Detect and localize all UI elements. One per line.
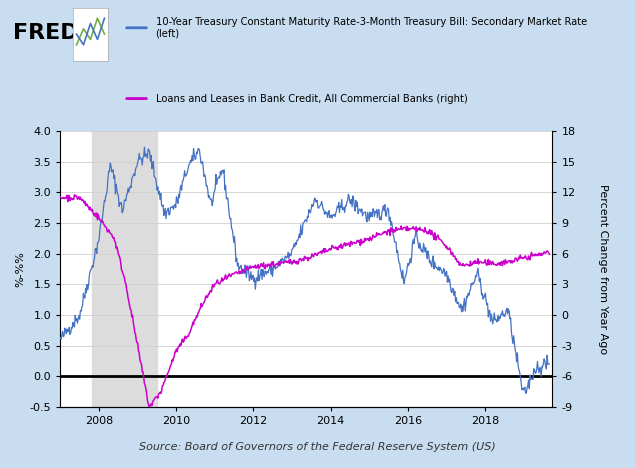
Text: Loans and Leases in Bank Credit, All Commercial Banks (right): Loans and Leases in Bank Credit, All Com… (156, 94, 467, 103)
Text: 10-Year Treasury Constant Maturity Rate-3-Month Treasury Bill: Secondary Market : 10-Year Treasury Constant Maturity Rate-… (156, 17, 587, 38)
Text: Source: Board of Governors of the Federal Reserve System (US): Source: Board of Governors of the Federa… (139, 442, 496, 452)
Bar (92, 131, 157, 407)
Y-axis label: Percent Change from Year Ago: Percent Change from Year Ago (598, 184, 608, 354)
Text: FRED: FRED (13, 23, 78, 43)
Y-axis label: %-%%: %-%% (15, 251, 25, 287)
